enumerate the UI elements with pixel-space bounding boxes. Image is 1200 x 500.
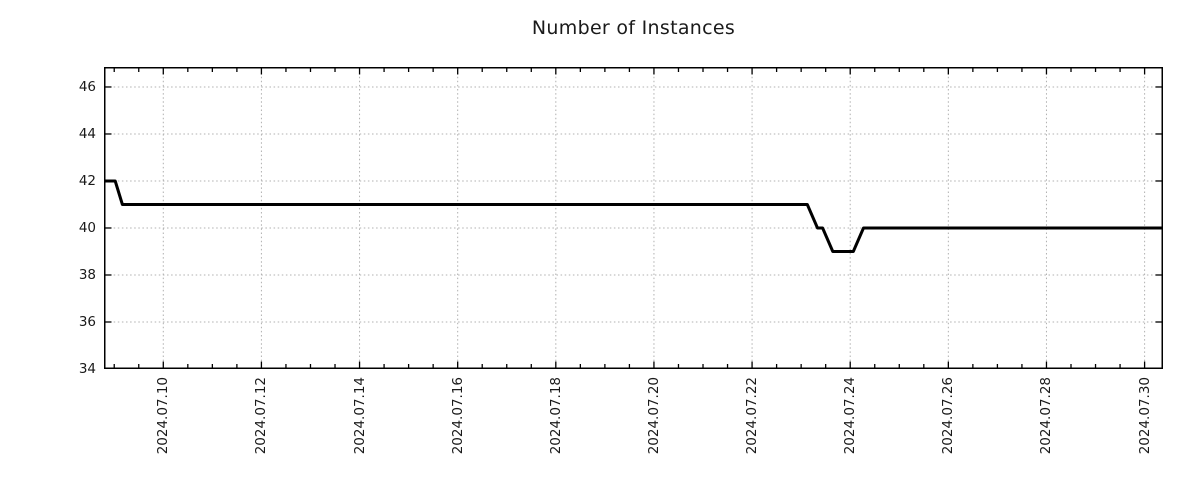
y-tick-label: 44 [78, 125, 96, 142]
x-tick-label: 2024.07.20 [645, 377, 662, 455]
series-line [104, 179, 1163, 253]
y-tick-label: 42 [78, 172, 96, 189]
y-tick-label: 38 [78, 266, 96, 283]
y-tick-label: 36 [78, 313, 96, 330]
x-tick-label: 2024.07.28 [1038, 377, 1055, 455]
plot-border [104, 67, 1163, 369]
x-tick-label: 2024.07.12 [253, 377, 270, 455]
y-tick-label: 34 [78, 361, 96, 377]
x-tick-label: 2024.07.14 [351, 377, 368, 455]
y-tick-label: 46 [78, 78, 96, 95]
x-tick-label: 2024.07.26 [940, 377, 957, 455]
x-tick-label: 2024.07.10 [155, 377, 172, 455]
x-tick-label: 2024.07.16 [449, 377, 466, 455]
x-tick-label: 2024.07.22 [744, 377, 761, 455]
x-tick-label: 2024.07.30 [1136, 377, 1153, 455]
x-tick-label: 2024.07.18 [547, 377, 564, 455]
plot-area [104, 67, 1163, 369]
chart-title: Number of Instances [531, 17, 736, 39]
x-tick-label: 2024.07.24 [842, 377, 859, 455]
y-tick-label: 40 [78, 219, 96, 236]
